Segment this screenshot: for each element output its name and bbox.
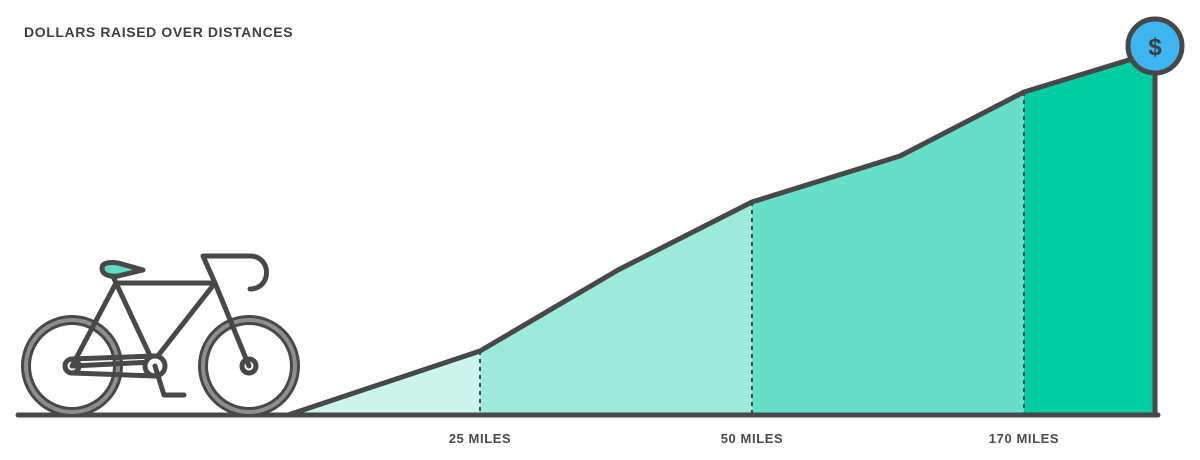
bicycle-handlebar <box>200 253 253 286</box>
bicycle-crank <box>152 363 187 398</box>
bicycle-frame <box>69 280 218 369</box>
chart-title: DOLLARS RAISED OVER DISTANCES <box>24 24 294 40</box>
dollar-coin-icon: $ <box>1125 16 1185 76</box>
area-outline <box>285 49 1158 418</box>
bicycle-seat <box>99 260 146 279</box>
area-segment-2 <box>480 202 752 415</box>
tick-label-25-miles: 25 MILES <box>449 431 512 446</box>
area-segment-4 <box>1024 52 1155 415</box>
area-segments <box>288 52 1155 415</box>
tick-label-170-miles: 170 MILES <box>989 431 1059 446</box>
bicycle-icon <box>21 253 300 417</box>
dollar-sign: $ <box>1148 34 1162 61</box>
area-segment-3 <box>752 92 1024 415</box>
tick-label-50-miles: 50 MILES <box>721 431 784 446</box>
segment-dividers <box>479 92 1025 415</box>
